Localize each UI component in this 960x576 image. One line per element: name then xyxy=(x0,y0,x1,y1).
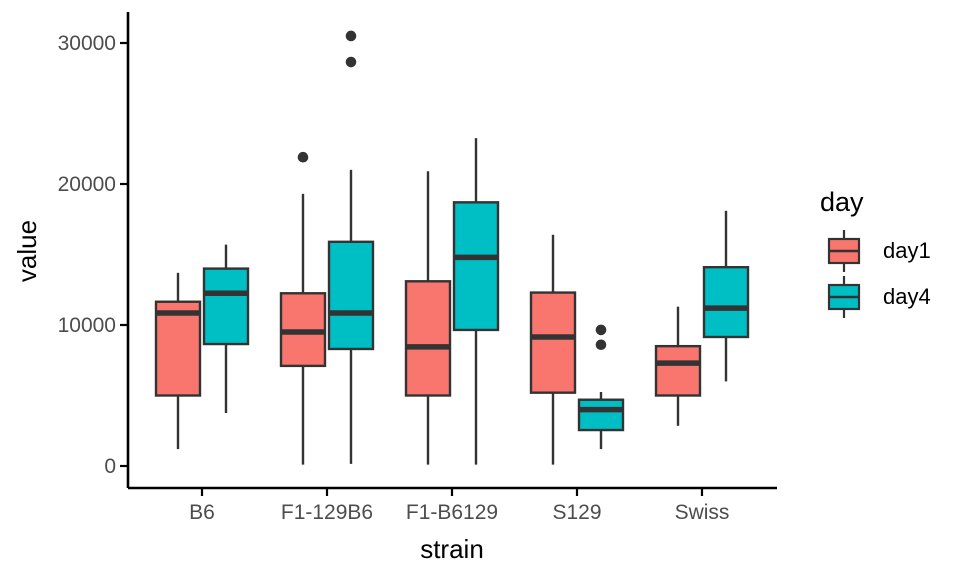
box-day4-B6 xyxy=(202,267,250,346)
y-tick-label: 20000 xyxy=(58,173,116,196)
y-tick-label: 30000 xyxy=(58,32,116,55)
box-day1-F1-B6129 xyxy=(404,280,452,397)
legend-label-day1: day1 xyxy=(883,238,931,264)
outlier-day4-S129 xyxy=(595,339,607,351)
y-axis-title: value xyxy=(12,219,42,283)
box-day1-B6 xyxy=(154,300,202,397)
y-tick-label: 10000 xyxy=(58,314,116,337)
x-tick-label: B6 xyxy=(189,501,215,524)
outlier-day1-F1-129B6 xyxy=(297,151,309,163)
legend-key-boxplot-glyph-day1 xyxy=(827,230,861,273)
box-day4-S129 xyxy=(577,398,625,432)
outlier-day4-F1-129B6 xyxy=(345,56,357,68)
box-day1-Swiss xyxy=(654,344,702,397)
box-day4-Swiss xyxy=(702,265,750,339)
legend-entry-day4: day4 xyxy=(827,274,960,320)
legend-entry-day1: day1 xyxy=(827,228,960,274)
legend-key-boxplot-glyph-day4 xyxy=(827,276,861,319)
legend: day day1 day4 xyxy=(820,186,960,320)
x-tick-label: Swiss xyxy=(675,501,730,524)
x-tick-label: S129 xyxy=(552,501,601,524)
outlier-day4-S129 xyxy=(595,324,607,336)
x-tick-label: F1-B6129 xyxy=(406,501,498,524)
box-day4-F1-B6129 xyxy=(452,201,500,332)
legend-title: day xyxy=(820,187,864,217)
box-day4-F1-129B6 xyxy=(327,240,375,351)
y-tick-label: 0 xyxy=(104,455,116,478)
x-tick-label: F1-129B6 xyxy=(281,501,373,524)
x-axis-title: strain xyxy=(420,534,484,564)
outlier-day4-F1-129B6 xyxy=(345,30,357,42)
box-day1-S129 xyxy=(529,291,577,394)
legend-label-day4: day4 xyxy=(883,284,931,310)
